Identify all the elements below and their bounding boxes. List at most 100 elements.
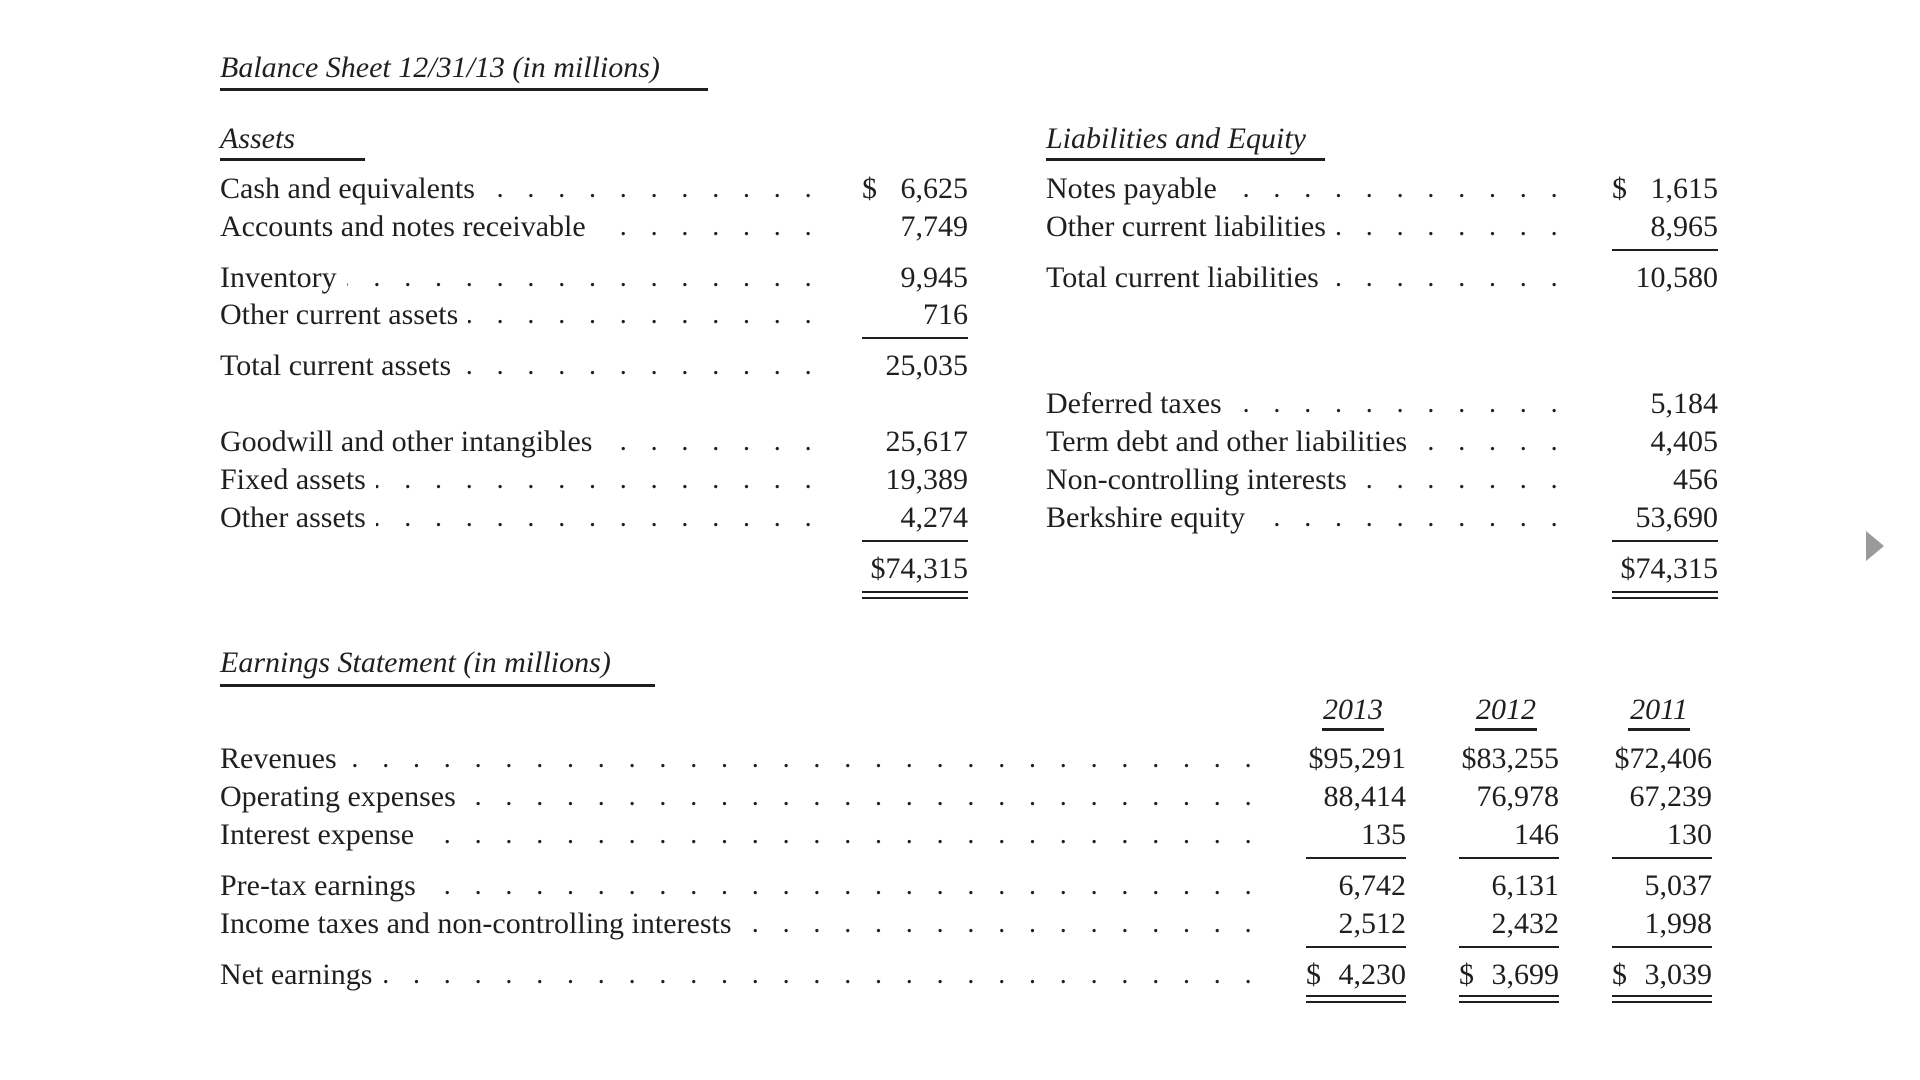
liability-amount-berkshire-equity: 53,690 xyxy=(1612,500,1719,536)
operating-expenses-2012: 76,978 xyxy=(1453,779,1560,815)
asset-label: Cash and equivalents xyxy=(220,171,485,207)
next-slide-arrow-icon[interactable] xyxy=(1866,531,1884,561)
asset-row-fixed: Fixed assets . . . . . . . . . . . . . .… xyxy=(220,462,820,498)
year-underline xyxy=(1322,728,1384,731)
liability-label: Deferred taxes xyxy=(1046,386,1232,422)
earnings-value: 76,978 xyxy=(1476,780,1560,813)
pre-tax-2011: 5,037 xyxy=(1606,868,1713,904)
dollar-sign: $ xyxy=(1612,958,1627,991)
balance-sheet-title-underline xyxy=(220,88,708,91)
subtotal-rule xyxy=(862,337,968,339)
year-header-2012: 2012 xyxy=(1476,693,1536,726)
earnings-value: 6,131 xyxy=(1491,869,1560,902)
year-underline xyxy=(1475,728,1537,731)
revenues-2012: $83,255 xyxy=(1453,741,1560,777)
liability-amount-notes-payable: $ 1,615 xyxy=(1612,171,1718,207)
asset-label: Total current assets xyxy=(220,348,462,384)
earnings-value: 130 xyxy=(1667,818,1712,851)
subtotal-rule xyxy=(1306,946,1406,948)
dollar-sign: $ xyxy=(1306,958,1321,991)
asset-label: Other current assets xyxy=(220,297,469,333)
liability-label: Notes payable xyxy=(1046,171,1227,207)
liability-label: Non-controlling interests xyxy=(1046,462,1357,498)
asset-row-total-current: Total current assets . . . . . . . . . .… xyxy=(220,348,820,384)
asset-amount-cash: $ 6,625 xyxy=(862,171,968,207)
liability-value: 456 xyxy=(1673,463,1718,496)
liability-row-deferred-taxes: Deferred taxes . . . . . . . . . . . . .… xyxy=(1046,386,1566,422)
earnings-label: Operating expenses xyxy=(220,779,466,815)
double-rule-bottom xyxy=(862,597,968,599)
balance-sheet-title: Balance Sheet 12/31/13 (in millions) xyxy=(220,51,660,84)
liability-row-berkshire-equity: Berkshire equity . . . . . . . . . . . .… xyxy=(1046,500,1566,536)
year-header-2011: 2011 xyxy=(1630,693,1688,726)
subtotal-rule xyxy=(1612,946,1712,948)
income-taxes-2011: 1,998 xyxy=(1606,906,1713,942)
asset-row-cash: Cash and equivalents . . . . . . . . . .… xyxy=(220,171,820,207)
subtotal-rule xyxy=(862,540,968,542)
asset-amount-other-current: 716 xyxy=(862,297,968,333)
asset-value: 25,035 xyxy=(885,349,969,382)
assets-heading-underline xyxy=(220,158,365,161)
asset-label: Accounts and notes receivable xyxy=(220,209,596,245)
liability-amount-term-debt: 4,405 xyxy=(1612,424,1719,460)
earnings-value: 3,039 xyxy=(1644,958,1713,991)
liabilities-heading-underline xyxy=(1046,158,1325,161)
liability-value: 5,184 xyxy=(1650,387,1719,420)
liabilities-total: $74,315 xyxy=(1612,551,1719,587)
earnings-statement-title: Earnings Statement (in millions) xyxy=(220,646,611,679)
liability-row-term-debt: Term debt and other liabilities . . . . … xyxy=(1046,424,1566,460)
asset-value: 19,389 xyxy=(885,463,969,496)
earnings-row-income-taxes: Income taxes and non-controlling interes… xyxy=(220,906,1260,942)
double-rule-top xyxy=(1612,995,1712,997)
liability-value: 8,965 xyxy=(1650,210,1719,243)
asset-row-receivable: Accounts and notes receivable . . . . . … xyxy=(220,209,820,245)
earnings-label: Pre-tax earnings xyxy=(220,868,426,904)
asset-amount-receivable: 7,749 xyxy=(862,209,969,245)
earnings-row-pre-tax: Pre-tax earnings . . . . . . . . . . . .… xyxy=(220,868,1260,904)
liability-value: 1,615 xyxy=(1650,172,1719,205)
asset-amount-goodwill: 25,617 xyxy=(862,424,969,460)
liability-row-non-controlling: Non-controlling interests . . . . . . . … xyxy=(1046,462,1566,498)
double-rule-top xyxy=(1306,995,1406,997)
liability-row-notes-payable: Notes payable . . . . . . . . . . . . . … xyxy=(1046,171,1566,207)
liabilities-heading: Liabilities and Equity xyxy=(1046,122,1306,155)
subtotal-rule xyxy=(1306,857,1406,859)
asset-value: 7,749 xyxy=(900,210,969,243)
liability-amount-other-current: 8,965 xyxy=(1612,209,1719,245)
leader-dots: . . . . . . . . . . . . . . . . . . . . … xyxy=(220,959,1260,990)
earnings-value: 5,037 xyxy=(1644,869,1713,902)
earnings-value: 67,239 xyxy=(1629,780,1713,813)
earnings-value: 3,699 xyxy=(1491,958,1560,991)
earnings-row-revenues: Revenues . . . . . . . . . . . . . . . .… xyxy=(220,741,1260,777)
asset-amount-other: 4,274 xyxy=(862,500,969,536)
liability-amount-non-controlling: 456 xyxy=(1612,462,1718,498)
asset-row-goodwill: Goodwill and other intangibles . . . . .… xyxy=(220,424,820,460)
pre-tax-2013: 6,742 xyxy=(1300,868,1407,904)
operating-expenses-2011: 67,239 xyxy=(1606,779,1713,815)
dollar-sign: $ xyxy=(1459,958,1474,991)
earnings-label: Interest expense xyxy=(220,817,425,853)
earnings-value: 88,414 xyxy=(1323,780,1407,813)
earnings-value: 135 xyxy=(1361,818,1406,851)
revenues-2013: $95,291 xyxy=(1300,741,1407,777)
earnings-value: 146 xyxy=(1514,818,1559,851)
liability-label: Term debt and other liabilities xyxy=(1046,424,1418,460)
revenues-2011: $72,406 xyxy=(1606,741,1713,777)
earnings-row-operating-expenses: Operating expenses . . . . . . . . . . .… xyxy=(220,779,1260,815)
liability-value: 4,405 xyxy=(1650,425,1719,458)
interest-expense-2013: 135 xyxy=(1300,817,1406,853)
liability-label: Berkshire equity xyxy=(1046,500,1256,536)
income-taxes-2013: 2,512 xyxy=(1300,906,1407,942)
earnings-label: Net earnings xyxy=(220,957,383,993)
asset-label: Other assets xyxy=(220,500,376,536)
interest-expense-2011: 130 xyxy=(1606,817,1712,853)
earnings-value: $95,291 xyxy=(1308,742,1407,775)
earnings-value: $83,255 xyxy=(1461,742,1560,775)
subtotal-rule xyxy=(1612,249,1718,251)
earnings-label: Revenues xyxy=(220,741,347,777)
dollar-sign: $ xyxy=(1612,172,1627,205)
double-rule-top xyxy=(862,591,968,593)
asset-row-other-current: Other current assets . . . . . . . . . .… xyxy=(220,297,820,333)
double-rule-bottom xyxy=(1612,597,1718,599)
asset-value: 716 xyxy=(923,298,968,331)
